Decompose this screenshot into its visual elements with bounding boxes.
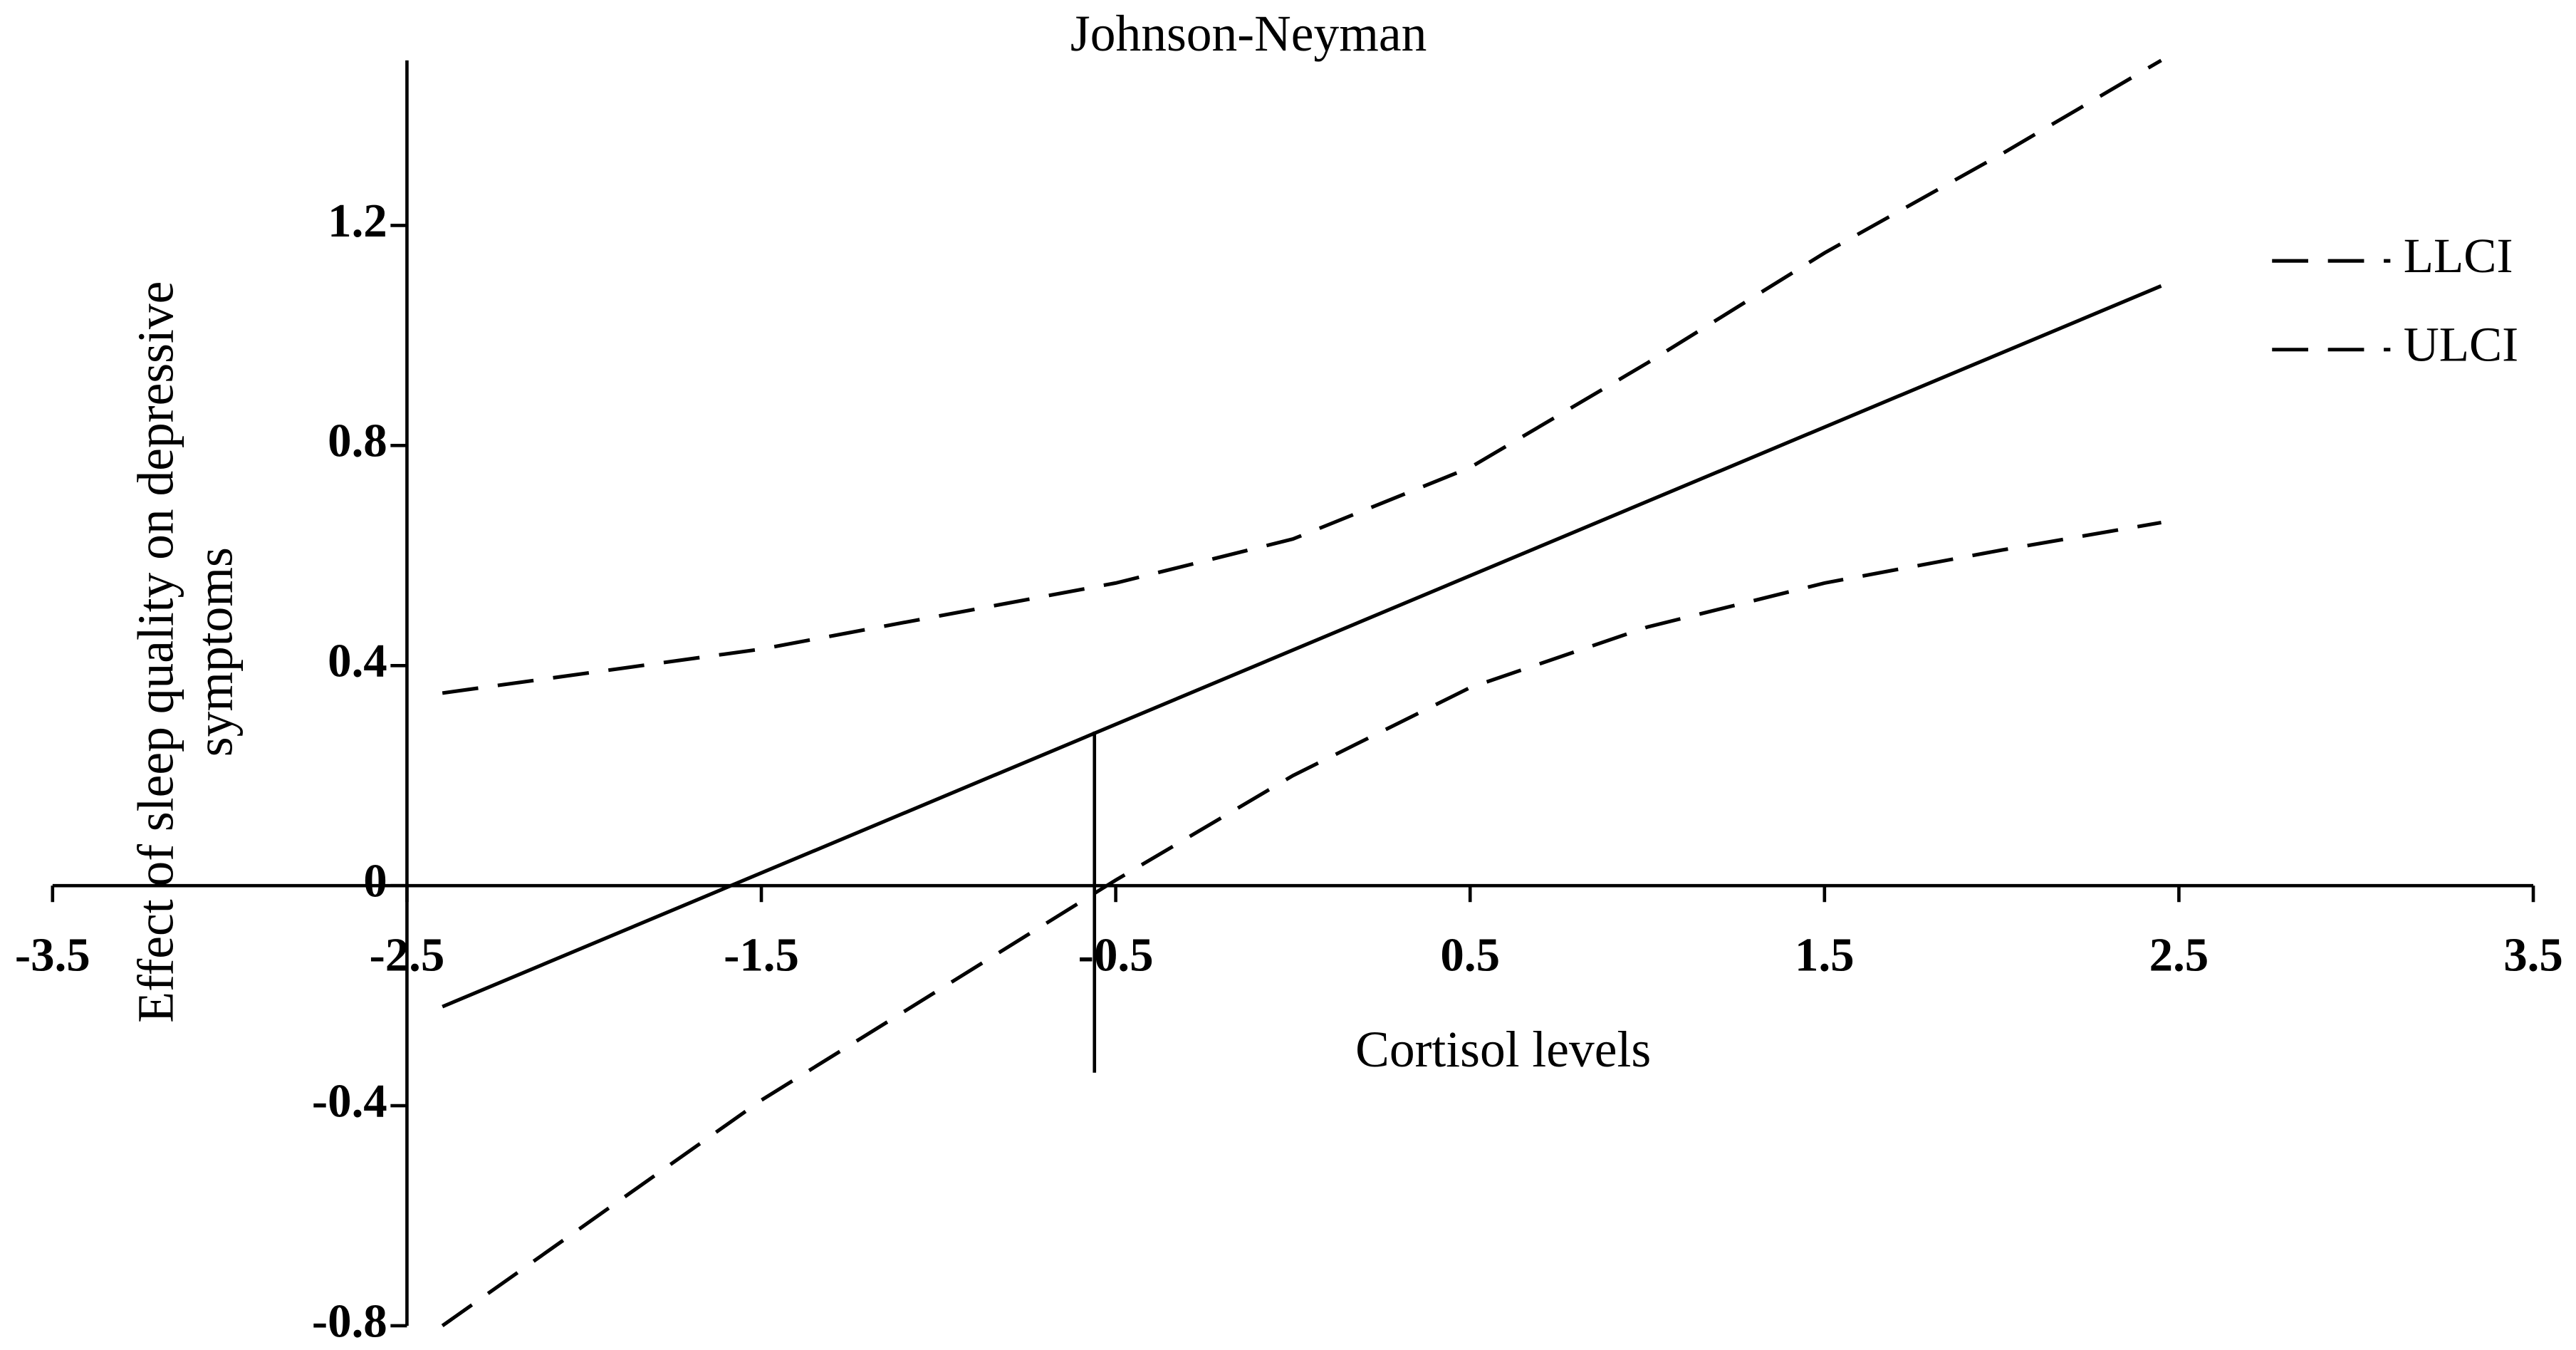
- x-tick-label: 2.5: [2149, 928, 2209, 981]
- legend-label: ULCI: [2404, 317, 2518, 372]
- y-tick-label: -0.8: [312, 1294, 387, 1347]
- x-tick-label: 3.5: [2503, 928, 2563, 981]
- x-tick-label: 1.5: [1795, 928, 1855, 981]
- x-axis-label: Cortisol levels: [1355, 1022, 1651, 1078]
- legend-label: LLCI: [2404, 228, 2513, 283]
- y-tick-label: 0: [363, 855, 387, 908]
- y-axis-label-line: Effect of sleep quality on depressive: [127, 281, 184, 1023]
- y-tick-label: 0.8: [328, 415, 387, 467]
- x-tick-label: -0.5: [1078, 928, 1154, 981]
- y-tick-label: -0.4: [312, 1074, 387, 1127]
- ci-line: [442, 58, 2162, 695]
- y-tick-label: 1.2: [328, 194, 387, 247]
- x-tick-label: -3.5: [15, 928, 90, 981]
- y-tick-label: 0.4: [328, 635, 387, 687]
- x-tick-label: -1.5: [724, 928, 799, 981]
- x-tick-label: -2.5: [369, 928, 444, 981]
- y-axis-label-line: symptoms: [187, 547, 244, 757]
- y-axis-label: Effect of sleep quality on depressive sy…: [127, 281, 243, 1023]
- chart-title: Johnson-Neyman: [1070, 6, 1427, 62]
- ci-line: [441, 520, 2162, 1328]
- x-tick-label: 0.5: [1440, 928, 1500, 981]
- effect-line: [442, 284, 2162, 1009]
